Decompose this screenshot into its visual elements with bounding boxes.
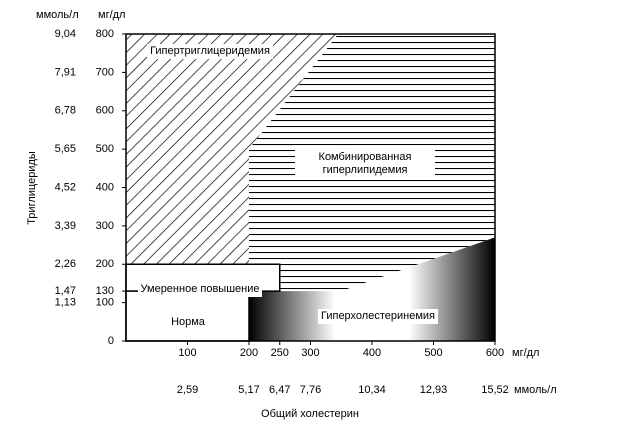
x-unit2: ммоль/л (514, 384, 557, 396)
y2-tick-label: 1,13 (55, 297, 76, 309)
region-label: Комбинированная гиперлипидемия (295, 150, 435, 178)
y-tick-label: 200 (96, 258, 114, 270)
x-tick-label: 600 (486, 347, 504, 359)
x-tick-label: 200 (240, 347, 258, 359)
x-tick-label: 250 (271, 347, 289, 359)
y-tick-label: 600 (96, 105, 114, 117)
y-tick-label: 300 (96, 220, 114, 232)
y2-tick-label: 5,65 (55, 143, 76, 155)
region-label-box: Умеренное повышение (137, 281, 263, 297)
x-axis-label: Общий холестерин (261, 408, 359, 420)
y-tick-label: 0 (108, 335, 114, 347)
y-tick-label: 400 (96, 181, 114, 193)
x2-tick-label: 2,59 (177, 384, 198, 396)
region-label: Гиперхолестеринемия (318, 308, 438, 324)
x2-tick-label: 15,52 (481, 384, 509, 396)
region-label-box: Гиперхолестеринемия (318, 308, 438, 324)
x-tick-label: 100 (178, 347, 196, 359)
y2-tick-label: 1,47 (55, 285, 76, 297)
y-tick-label: 500 (96, 143, 114, 155)
region-label-box: Гипертриглицеридемия (147, 43, 273, 59)
x2-tick-label: 5,17 (238, 384, 259, 396)
x2-tick-label: 7,76 (300, 384, 321, 396)
y-tick-label: 100 (96, 297, 114, 309)
y-unit: мг/дл (98, 9, 125, 21)
region (126, 34, 339, 265)
x-unit: мг/дл (512, 347, 539, 359)
y2-tick-label: 4,52 (55, 181, 76, 193)
y2-tick-label: 3,39 (55, 220, 76, 232)
y-unit2: ммоль/л (36, 9, 79, 21)
y2-tick-label: 9,04 (55, 28, 76, 40)
y2-tick-label: 2,26 (55, 258, 76, 270)
x-tick-label: 400 (363, 347, 381, 359)
x2-tick-label: 10,34 (358, 384, 386, 396)
region-label: Гипертриглицеридемия (147, 43, 273, 59)
x-tick-label: 300 (301, 347, 319, 359)
x-tick-label: 500 (424, 347, 442, 359)
region-label-box: Норма (168, 314, 208, 330)
x2-tick-label: 6,47 (269, 384, 290, 396)
x2-tick-label: 12,93 (420, 384, 448, 396)
y-axis-label: Триглицериды (26, 151, 38, 225)
region-label: Умеренное повышение (137, 281, 263, 297)
y-tick-label: 130 (96, 285, 114, 297)
region-label-box: Комбинированная гиперлипидемия (295, 150, 435, 178)
y2-tick-label: 6,78 (55, 105, 76, 117)
y2-tick-label: 7,91 (55, 66, 76, 78)
y-tick-label: 700 (96, 66, 114, 78)
region-label: Норма (168, 314, 208, 330)
y-tick-label: 800 (96, 28, 114, 40)
